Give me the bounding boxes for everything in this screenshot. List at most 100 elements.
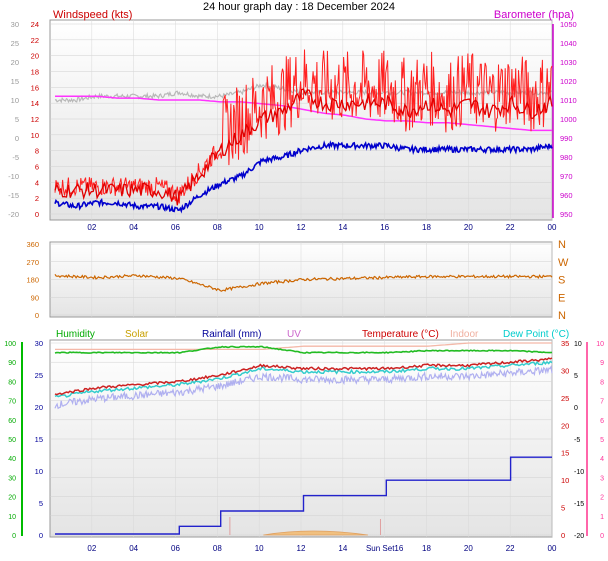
dewpoint-tick: -20	[574, 533, 584, 540]
windspeed-tick: 24	[31, 20, 39, 29]
dewpoint-axis: 10 5 0 -5 -10 -15 -20	[574, 341, 584, 540]
windspeed-tick: 12	[31, 115, 39, 124]
temperature-tick: 10	[561, 476, 569, 485]
dewpoint-tick: -15	[574, 501, 584, 508]
dew-point-trace	[54, 140, 553, 214]
compass-letter: N	[558, 310, 566, 322]
windspeed-tick: 6	[35, 163, 39, 172]
dewpoint-tick: 10	[574, 341, 582, 348]
uv-tick: 4	[600, 456, 604, 463]
humidity-tick: 100	[4, 341, 16, 348]
temp-tick: 5	[15, 115, 19, 124]
temperature-axis: 35 30 25 20 15 10 5 0	[561, 339, 569, 540]
temp-tick: -15	[8, 191, 19, 200]
x-tick-label: 02	[87, 223, 96, 232]
humidity-tick: 40	[8, 456, 16, 463]
direction-tick: 180	[26, 276, 39, 285]
temperature-tick: 30	[561, 366, 569, 375]
x-tick-label: 04	[129, 544, 138, 553]
humidity-tick: 30	[8, 475, 16, 482]
temperature-trace	[54, 357, 553, 396]
uv-tick: 6	[600, 418, 604, 425]
uv-tick: 9	[600, 360, 604, 367]
windspeed-tick: 4	[35, 178, 39, 187]
right-axis-barometer: 1050 1040 1030 1020 1010 1000 990 980 970 960 950	[560, 20, 577, 219]
x-tick-label: 04	[129, 223, 138, 232]
humidity-trace	[54, 345, 553, 354]
uv-tick: 1	[600, 514, 604, 521]
barometer-label: Barometer (hpa)	[494, 9, 574, 21]
barometer-tick: 1010	[560, 96, 577, 105]
barometer-tick: 1000	[560, 115, 577, 124]
legend-item: Dew Point (°C)	[503, 329, 569, 340]
humidity-tick: 70	[8, 399, 16, 406]
rainfall-tick: 10	[35, 467, 43, 476]
humidity-tick: 60	[8, 418, 16, 425]
barometer-tick: 1030	[560, 58, 577, 67]
x-tick-label: 00	[548, 544, 557, 553]
x-axis-ticks-1: 02 04 06 08 10 12 14 16 18 20 22 00	[87, 223, 557, 232]
barometer-tick: 1040	[560, 39, 577, 48]
dewpoint-tick: 5	[574, 373, 578, 380]
dewpoint-tick: -10	[574, 469, 584, 476]
x-tick-label: 20	[464, 544, 473, 553]
x-tick-label: 00	[548, 223, 557, 232]
indoor-trace	[55, 342, 552, 351]
windspeed-tick: 20	[31, 52, 39, 61]
windspeed-tick: 14	[31, 99, 39, 108]
x-tick-label: 10	[255, 544, 264, 553]
temp-tick: 15	[11, 77, 19, 86]
x-tick-label: 12	[297, 544, 306, 553]
temp-tick: 25	[11, 39, 19, 48]
compass-letter: S	[558, 275, 565, 287]
temp-tick: 0	[15, 134, 19, 143]
temp-tick: -5	[12, 153, 19, 162]
x-tick-label: 06	[171, 544, 180, 553]
legend-item: Temperature (°C)	[362, 329, 439, 340]
compass-letter: E	[558, 292, 565, 304]
humidity-tick: 90	[8, 360, 16, 367]
uv-tick: 8	[600, 379, 604, 386]
windspeed-tick: 18	[31, 68, 39, 77]
apparent-temp-trace	[54, 365, 553, 410]
direction-tick: 360	[26, 240, 39, 249]
rainfall-tick: 15	[35, 435, 43, 444]
uv-tick: 0	[600, 533, 604, 540]
temperature-tick: 5	[561, 504, 565, 513]
windspeed-tick: 0	[35, 210, 39, 219]
wind-gust-trace	[54, 49, 553, 204]
rainfall-tick: 25	[35, 371, 43, 380]
uv-tick: 3	[600, 475, 604, 482]
temp-tick: 10	[11, 96, 19, 105]
legend-item: UV	[287, 329, 301, 340]
humidity-tick: 50	[8, 437, 16, 444]
windspeed-tick: 10	[31, 131, 39, 140]
rainfall-tick: 30	[35, 339, 43, 348]
compass-letter: N	[558, 239, 566, 251]
wind-pressure-series	[54, 49, 553, 214]
legend-item: Rainfall (mm)	[202, 329, 261, 340]
x-tick-label: 22	[506, 223, 515, 232]
humidity-tick: 80	[8, 379, 16, 386]
windspeed-tick: 22	[31, 36, 39, 45]
x-tick-label: 14	[338, 223, 347, 232]
wind-direction-left-axis: 360 270 180 90 0	[26, 240, 39, 320]
barometer-tick: 950	[560, 210, 573, 219]
uv-tick: 7	[600, 399, 604, 406]
x-tick-label: 18	[422, 223, 431, 232]
x-tick-label: 08	[213, 544, 222, 553]
x-tick-label: 14	[338, 544, 347, 553]
humidity-tick: 10	[8, 514, 16, 521]
solar-area	[263, 530, 368, 536]
x-tick-label: 06	[171, 223, 180, 232]
x-tick-label: 20	[464, 223, 473, 232]
direction-tick: 0	[35, 311, 39, 320]
x-tick-label: 10	[255, 223, 264, 232]
windspeed-tick: 2	[35, 194, 39, 203]
temperature-tick: 15	[561, 449, 569, 458]
